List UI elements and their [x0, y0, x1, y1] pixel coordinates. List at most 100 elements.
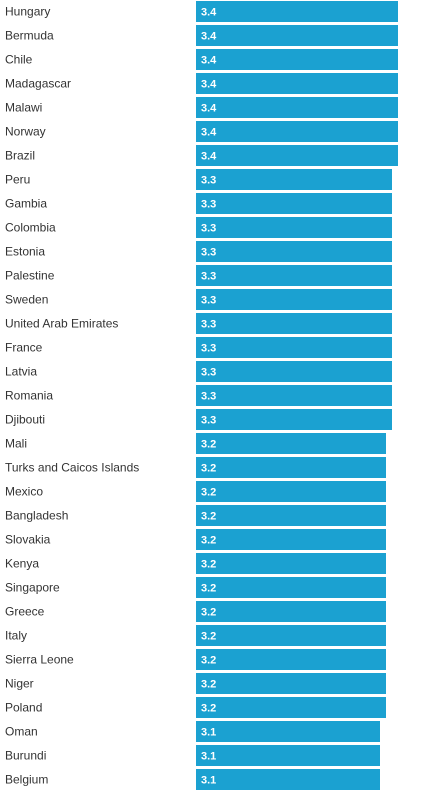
category-label-norway: Norway	[5, 125, 46, 139]
bar-singapore	[196, 577, 386, 598]
bar-brazil	[196, 145, 398, 166]
category-label-italy: Italy	[5, 629, 27, 643]
category-label-oman: Oman	[5, 725, 38, 739]
value-label-malawi: 3.4	[201, 103, 217, 115]
bar-oman	[196, 721, 380, 742]
bar-chile	[196, 49, 398, 70]
bar-bermuda	[196, 25, 398, 46]
value-label-brazil: 3.4	[201, 151, 217, 163]
value-label-hungary: 3.4	[201, 7, 217, 19]
category-label-sweden: Sweden	[5, 293, 48, 307]
value-label-romania: 3.3	[201, 391, 216, 403]
bar-hungary	[196, 1, 398, 22]
category-label-mexico: Mexico	[5, 485, 43, 499]
bar-sierra-leone	[196, 649, 386, 670]
bar-france	[196, 337, 392, 358]
bar-palestine	[196, 265, 392, 286]
category-label-greece: Greece	[5, 605, 45, 619]
value-label-latvia: 3.3	[201, 367, 216, 379]
bar-estonia	[196, 241, 392, 262]
value-label-peru: 3.3	[201, 175, 216, 187]
category-label-chile: Chile	[5, 53, 33, 67]
category-label-romania: Romania	[5, 389, 53, 403]
bar-poland	[196, 697, 386, 718]
category-label-gambia: Gambia	[5, 197, 47, 211]
bar-sweden	[196, 289, 392, 310]
value-label-poland: 3.2	[201, 703, 216, 715]
category-label-france: France	[5, 341, 43, 355]
category-label-slovakia: Slovakia	[5, 533, 51, 547]
bar-djibouti	[196, 409, 392, 430]
bar-madagascar	[196, 73, 398, 94]
value-label-turks-and-caicos-islands: 3.2	[201, 463, 216, 475]
bar-belgium	[196, 769, 380, 790]
category-labels: Hungary Bermuda Chile Madagascar Malawi Norwa…	[5, 5, 139, 787]
bar-greece	[196, 601, 386, 622]
value-label-sierra-leone: 3.2	[201, 655, 216, 667]
value-label-burundi: 3.1	[201, 751, 216, 763]
value-label-norway: 3.4	[201, 127, 217, 139]
bar-slovakia	[196, 529, 386, 550]
category-label-hungary: Hungary	[5, 5, 50, 19]
bar-romania	[196, 385, 392, 406]
category-label-bermuda: Bermuda	[5, 29, 54, 43]
category-label-niger: Niger	[5, 677, 34, 691]
category-label-burundi: Burundi	[5, 749, 46, 763]
value-label-niger: 3.2	[201, 679, 216, 691]
category-label-mali: Mali	[5, 437, 27, 451]
value-label-slovakia: 3.2	[201, 535, 216, 547]
category-label-sierra-leone: Sierra Leone	[5, 653, 74, 667]
category-label-djibouti: Djibouti	[5, 413, 45, 427]
value-label-italy: 3.2	[201, 631, 216, 643]
category-label-malawi: Malawi	[5, 101, 42, 115]
bar-united-arab-emirates	[196, 313, 392, 334]
category-label-singapore: Singapore	[5, 581, 60, 595]
bar-italy	[196, 625, 386, 646]
bars	[196, 1, 398, 790]
value-labels: 3.4 3.4 3.4 3.4 3.4 3.4 3.4 3.3 3.3 3.3 3.3 3.3 3.3 3…	[201, 7, 217, 787]
category-label-estonia: Estonia	[5, 245, 45, 259]
value-label-gambia: 3.3	[201, 199, 216, 211]
bar-kenya	[196, 553, 386, 574]
category-label-palestine: Palestine	[5, 269, 55, 283]
bar-burundi	[196, 745, 380, 766]
value-label-united-arab-emirates: 3.3	[201, 319, 216, 331]
bar-malawi	[196, 97, 398, 118]
category-label-poland: Poland	[5, 701, 42, 715]
value-label-bangladesh: 3.2	[201, 511, 216, 523]
value-label-palestine: 3.3	[201, 271, 216, 283]
category-label-bangladesh: Bangladesh	[5, 509, 68, 523]
value-label-belgium: 3.1	[201, 775, 216, 787]
bar-latvia	[196, 361, 392, 382]
bar-niger	[196, 673, 386, 694]
value-label-france: 3.3	[201, 343, 216, 355]
bar-norway	[196, 121, 398, 142]
category-label-turks-and-caicos-islands: Turks and Caicos Islands	[5, 461, 139, 475]
value-label-mali: 3.2	[201, 439, 216, 451]
bar-colombia	[196, 217, 392, 238]
category-label-peru: Peru	[5, 173, 30, 187]
value-label-sweden: 3.3	[201, 295, 216, 307]
category-label-brazil: Brazil	[5, 149, 35, 163]
bar-peru	[196, 169, 392, 190]
value-label-oman: 3.1	[201, 727, 216, 739]
bar-mexico	[196, 481, 386, 502]
category-label-colombia: Colombia	[5, 221, 56, 235]
value-label-djibouti: 3.3	[201, 415, 216, 427]
value-label-mexico: 3.2	[201, 487, 216, 499]
value-label-madagascar: 3.4	[201, 79, 217, 91]
value-label-bermuda: 3.4	[201, 31, 217, 43]
category-label-madagascar: Madagascar	[5, 77, 71, 91]
category-label-united-arab-emirates: United Arab Emirates	[5, 317, 118, 331]
bar-gambia	[196, 193, 392, 214]
bar-turks-and-caicos-islands	[196, 457, 386, 478]
category-label-belgium: Belgium	[5, 773, 48, 787]
value-label-greece: 3.2	[201, 607, 216, 619]
value-label-singapore: 3.2	[201, 583, 216, 595]
value-label-kenya: 3.2	[201, 559, 216, 571]
value-label-estonia: 3.3	[201, 247, 216, 259]
category-label-kenya: Kenya	[5, 557, 39, 571]
value-label-colombia: 3.3	[201, 223, 216, 235]
category-label-latvia: Latvia	[5, 365, 37, 379]
